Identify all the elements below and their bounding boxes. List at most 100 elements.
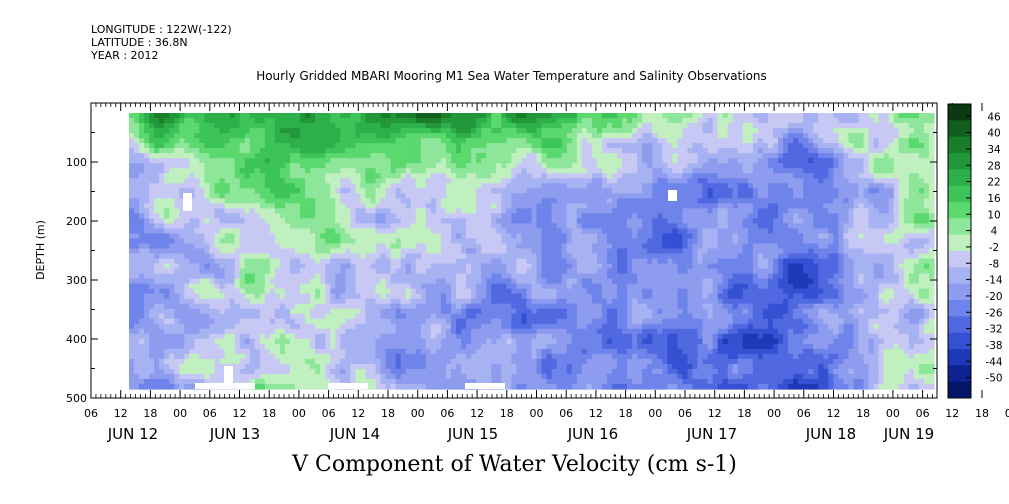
heatmap-cell	[501, 123, 507, 129]
heatmap-cell	[415, 208, 422, 214]
heatmap-cell	[486, 263, 492, 270]
heatmap-cell	[375, 383, 382, 390]
heatmap-cell	[290, 313, 296, 320]
heatmap-cell	[194, 268, 201, 275]
heatmap-cell	[305, 373, 311, 380]
heatmap-cell	[365, 333, 372, 340]
heatmap-cell	[320, 118, 326, 124]
heatmap-cell	[164, 383, 170, 390]
heatmap-cell	[214, 318, 221, 325]
heatmap-cell	[335, 263, 341, 270]
heatmap-cell	[476, 253, 482, 260]
heatmap-cell	[531, 188, 538, 194]
heatmap-cell	[566, 198, 573, 204]
heatmap-cell	[415, 348, 422, 355]
heatmap-cell	[274, 133, 281, 139]
heatmap-cell	[290, 203, 296, 209]
heatmap-cell	[290, 293, 296, 300]
heatmap-cell	[259, 118, 266, 124]
heatmap-cell	[541, 328, 548, 335]
heatmap-cell	[214, 223, 221, 230]
heatmap-cell	[430, 308, 437, 315]
heatmap-cell	[360, 303, 367, 310]
heatmap-cell	[561, 253, 568, 260]
heatmap-cell	[214, 133, 221, 139]
heatmap-cell	[581, 158, 588, 164]
heatmap-cell	[375, 198, 382, 204]
heatmap-cell	[219, 213, 226, 219]
heatmap-cell	[365, 223, 372, 230]
heatmap-cell	[219, 218, 226, 224]
heatmap-cell	[310, 238, 316, 245]
heatmap-cell	[184, 338, 190, 345]
heatmap-cell	[169, 138, 175, 144]
heatmap-cell	[350, 368, 357, 375]
heatmap-cell	[415, 343, 422, 350]
heatmap-cell	[310, 118, 316, 124]
heatmap-cell	[536, 198, 543, 204]
heatmap-cell	[214, 153, 221, 159]
heatmap-cell	[134, 168, 140, 174]
heatmap-cell	[159, 238, 165, 245]
heatmap-cell	[521, 373, 528, 380]
heatmap-cell	[204, 138, 211, 144]
heatmap-cell	[254, 318, 261, 325]
heatmap-cell	[395, 188, 402, 194]
heatmap-cell	[541, 193, 548, 199]
heatmap-cell	[566, 278, 573, 285]
heatmap-cell	[149, 288, 155, 295]
heatmap-cell	[566, 193, 573, 199]
heatmap-cell	[174, 118, 180, 124]
heatmap-cell	[244, 193, 251, 199]
heatmap-cell	[491, 193, 497, 199]
heatmap-cell	[134, 283, 140, 290]
heatmap-cell	[320, 198, 326, 204]
heatmap-cell	[295, 188, 301, 194]
heatmap-cell	[581, 298, 588, 305]
heatmap-cell	[486, 148, 492, 154]
heatmap-cell	[491, 343, 497, 350]
heatmap-cell	[184, 363, 190, 370]
heatmap-cell	[209, 223, 216, 230]
heatmap-cell	[486, 253, 492, 260]
heatmap-cell	[179, 183, 185, 189]
heatmap-cell	[224, 183, 231, 189]
heatmap-cell	[501, 328, 507, 335]
heatmap-cell	[315, 258, 321, 265]
heatmap-cell	[481, 118, 487, 124]
heatmap-cell	[325, 178, 331, 184]
heatmap-cell	[300, 258, 306, 265]
heatmap-cell	[219, 113, 226, 119]
heatmap-cell	[305, 193, 311, 199]
heatmap-cell	[541, 333, 548, 340]
heatmap-cell	[295, 293, 301, 300]
heatmap-cell	[451, 363, 457, 370]
heatmap-cell	[254, 333, 261, 340]
heatmap-cell	[315, 278, 321, 285]
heatmap-cell	[481, 358, 487, 365]
heatmap-cell	[491, 113, 497, 119]
heatmap-cell	[456, 138, 462, 144]
heatmap-cell	[445, 153, 452, 159]
heatmap-cell	[556, 153, 563, 159]
heatmap-cell	[345, 258, 351, 265]
heatmap-cell	[400, 218, 407, 224]
heatmap-cell	[239, 343, 246, 350]
heatmap-cell	[430, 178, 437, 184]
heatmap-cell	[129, 248, 135, 255]
heatmap-cell	[149, 303, 155, 310]
heatmap-cell	[551, 328, 558, 335]
heatmap-cell	[390, 208, 397, 214]
heatmap-cell	[164, 218, 170, 224]
heatmap-cell	[435, 253, 442, 260]
heatmap-cell	[385, 173, 392, 179]
heatmap-cell	[405, 248, 412, 255]
heatmap-cell	[164, 138, 170, 144]
heatmap-cell	[290, 113, 296, 119]
heatmap-cell	[451, 293, 457, 300]
heatmap-cell	[149, 238, 155, 245]
heatmap-cell	[179, 323, 185, 330]
heatmap-cell	[360, 378, 367, 385]
heatmap-cell	[526, 228, 533, 235]
heatmap-cell	[405, 198, 412, 204]
